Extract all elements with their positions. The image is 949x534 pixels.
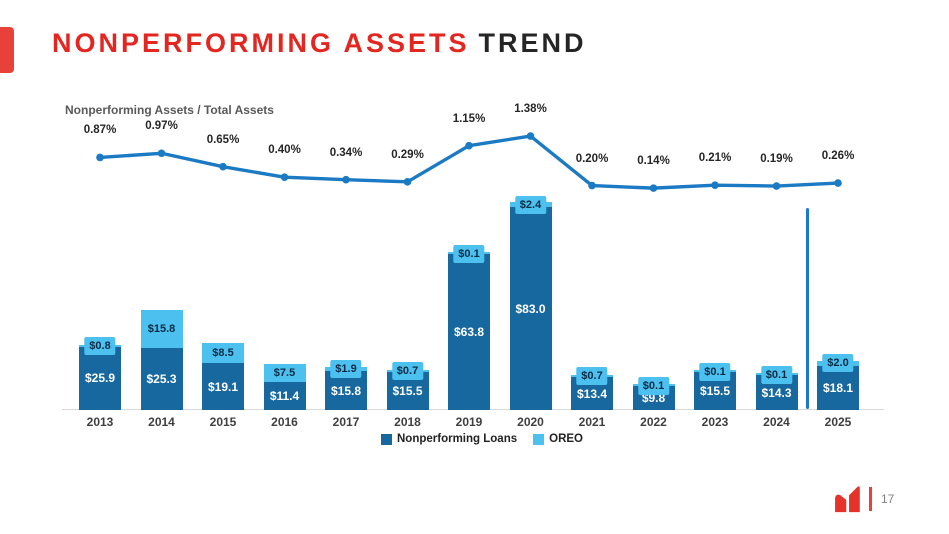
chart-title: Nonperforming Assets / Total Assets <box>65 103 274 117</box>
x-axis-tick-label: 2023 <box>701 415 729 429</box>
trend-line-point <box>342 175 350 184</box>
bar-value-label-npl: $19.1 <box>207 379 239 394</box>
line-value-label: 0.21% <box>698 152 732 165</box>
trend-line-point <box>280 173 289 181</box>
bar-npl-segment <box>140 348 183 410</box>
bar-value-label-oreo: $2.0 <box>822 354 854 373</box>
trend-line-point <box>711 181 719 189</box>
trend-line-point <box>649 184 658 192</box>
x-axis-tick-label: 2025 <box>824 415 852 429</box>
line-value-label: 0.20% <box>575 152 609 165</box>
trend-line-point <box>219 162 227 171</box>
footer: 17 <box>834 485 894 513</box>
bar-value-label-oreo: $7.5 <box>268 364 301 383</box>
line-value-label: 0.26% <box>821 150 855 163</box>
legend-label-oreo: OREO <box>549 433 583 445</box>
bar-npl-segment <box>79 346 121 410</box>
bar-value-label-npl: $14.3 <box>761 385 792 400</box>
line-value-label: 0.19% <box>760 153 793 166</box>
legend-label-npl: Nonperforming Loans <box>397 433 518 445</box>
trend-line-point <box>834 179 842 187</box>
bar-value-label-npl: $25.3 <box>146 372 177 387</box>
trend-line-point <box>465 141 473 150</box>
x-axis-tick-label: 2017 <box>332 415 360 429</box>
line-value-label: 1.15% <box>452 112 486 125</box>
line-value-label: 0.87% <box>83 124 117 137</box>
x-axis-tick-label: 2021 <box>578 415 606 429</box>
bar-value-label-npl: $18.1 <box>822 380 854 395</box>
trend-line-point <box>403 178 412 186</box>
line-value-label: 1.38% <box>514 103 547 116</box>
bar-value-label-npl: $83.0 <box>515 301 546 316</box>
x-axis-tick-label: 2019 <box>455 415 483 429</box>
bar-value-label-npl: $15.5 <box>392 384 423 399</box>
title-highlight: NONPERFORMING ASSETS <box>52 28 470 58</box>
bar-npl-segment <box>263 382 306 410</box>
bar-npl-segment <box>817 365 859 410</box>
bar-value-label-npl: $13.4 <box>576 386 608 401</box>
bar-value-label-oreo: $0.7 <box>576 367 608 386</box>
trend-line-point <box>157 149 166 158</box>
line-value-label: 0.29% <box>391 148 424 161</box>
line-value-label: 0.97% <box>145 120 178 133</box>
trend-line-point <box>772 182 781 190</box>
x-axis-tick-label: 2016 <box>271 415 298 429</box>
bar-npl-segment <box>202 363 244 410</box>
bar-value-label-oreo: $1.9 <box>330 360 362 379</box>
x-axis-tick-label: 2018 <box>394 415 421 429</box>
footer-divider <box>869 487 872 511</box>
bar-value-label-npl: $25.9 <box>84 371 116 386</box>
bar-value-label-oreo: $0.7 <box>391 362 424 381</box>
title-rest: TREND <box>478 28 587 58</box>
oreo-swatch-icon <box>533 433 545 445</box>
line-value-label: 0.34% <box>329 146 363 159</box>
trend-line-point <box>96 153 104 162</box>
trend-line-point <box>588 181 596 190</box>
page-title: NONPERFORMING ASSETS TREND <box>52 28 587 59</box>
bar-value-label-oreo: $2.4 <box>514 195 547 214</box>
x-axis-tick-label: 2013 <box>86 415 114 429</box>
company-logo-icon <box>835 486 860 513</box>
period-separator-line <box>805 208 810 409</box>
bar-value-label-npl: $15.8 <box>330 383 362 398</box>
legend: Nonperforming Loans OREO <box>381 433 583 445</box>
line-value-label: 0.65% <box>206 133 240 146</box>
x-axis-tick-label: 2014 <box>148 415 175 429</box>
accent-bar <box>0 27 14 73</box>
x-axis-tick-label: 2024 <box>763 415 790 429</box>
bar-value-label-oreo: $8.5 <box>207 344 239 363</box>
bar-npl-segment <box>448 254 490 410</box>
bar-value-label-oreo: $0.1 <box>637 376 670 395</box>
x-axis-tick-label: 2022 <box>640 415 667 429</box>
x-axis-tick-label: 2015 <box>209 415 237 429</box>
page-number: 17 <box>881 492 895 506</box>
line-value-label: 0.40% <box>268 144 301 157</box>
legend-item-nonperforming-loans: Nonperforming Loans <box>381 433 517 445</box>
bar-value-label-oreo: $0.1 <box>760 365 793 384</box>
npl-swatch-icon <box>381 433 392 445</box>
x-axis-tick-label: 2020 <box>517 415 544 429</box>
line-value-label: 0.14% <box>637 155 670 168</box>
bar-npl-segment <box>509 207 552 410</box>
bar-value-label-oreo: $0.8 <box>84 336 116 355</box>
bar-value-label-npl: $15.5 <box>699 384 731 399</box>
bar-value-label-oreo: $0.1 <box>699 363 731 382</box>
bar-value-label-npl: $11.4 <box>269 389 300 404</box>
bar-value-label-oreo: $0.1 <box>453 245 485 264</box>
bar-value-label-npl: $63.8 <box>453 325 485 340</box>
trend-line-point <box>526 132 535 140</box>
bar-value-label-oreo: $15.8 <box>142 319 181 338</box>
legend-item-oreo: OREO <box>533 433 583 445</box>
